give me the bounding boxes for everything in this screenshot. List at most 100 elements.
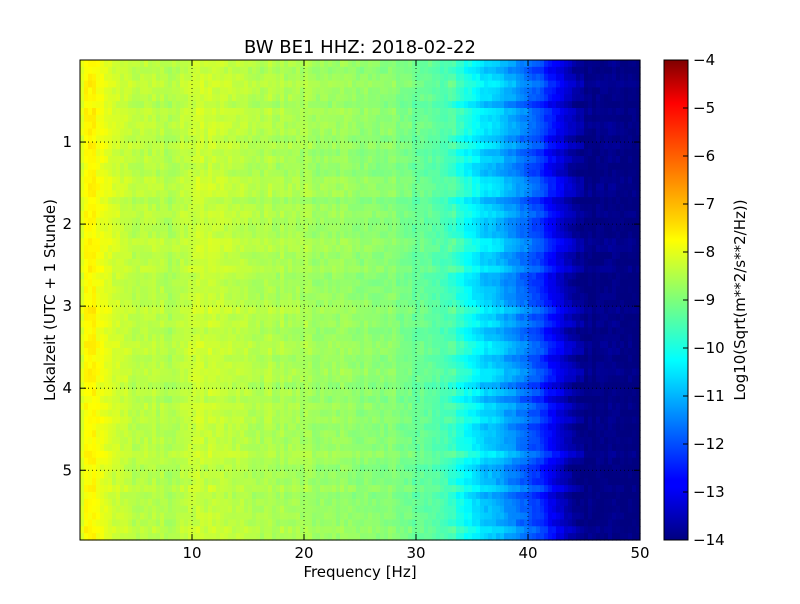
heatmap-cell [164, 354, 169, 363]
heatmap-cell [124, 190, 129, 198]
heatmap-cell [120, 437, 125, 445]
heatmap-cell [148, 313, 153, 322]
heatmap-cell [320, 94, 325, 102]
heatmap-cell [100, 416, 105, 425]
heatmap-cell [284, 272, 289, 281]
heatmap-cell [192, 389, 197, 397]
heatmap-cell [216, 217, 221, 226]
heatmap-cell [168, 87, 173, 95]
heatmap-cell [272, 492, 277, 500]
heatmap-cell [344, 231, 349, 239]
heatmap-cell [140, 258, 145, 267]
heatmap-cell [192, 437, 197, 445]
heatmap-cell [320, 382, 325, 390]
heatmap-cell [348, 149, 353, 157]
heatmap-cell [160, 389, 165, 397]
heatmap-cell [316, 183, 321, 191]
heatmap-cell [216, 162, 221, 171]
heatmap-cell [340, 149, 345, 157]
heatmap-cell [272, 279, 277, 287]
heatmap-cell [320, 286, 325, 294]
heatmap-cell [144, 128, 149, 137]
heatmap-cell [108, 66, 113, 75]
heatmap-cell [316, 156, 321, 164]
heatmap-cell [320, 128, 325, 137]
heatmap-cell [328, 245, 333, 253]
heatmap-cell [152, 300, 157, 308]
heatmap-cell [116, 300, 121, 308]
heatmap-cell [188, 492, 193, 500]
heatmap-cell [208, 217, 213, 226]
heatmap-cell [272, 533, 277, 541]
heatmap-cell [284, 231, 289, 239]
heatmap-cell [272, 80, 277, 89]
heatmap-cell [160, 286, 165, 294]
heatmap-cell [248, 457, 253, 466]
heatmap-cell [236, 368, 241, 377]
heatmap-cell [316, 114, 321, 123]
heatmap-cell [348, 313, 353, 322]
heatmap-cell [356, 87, 361, 95]
heatmap-cell [184, 437, 189, 445]
heatmap-cell [300, 60, 305, 68]
heatmap-cell [296, 471, 301, 479]
heatmap-cell [224, 430, 229, 438]
heatmap-cell [140, 341, 145, 349]
heatmap-cell [208, 272, 213, 281]
heatmap-cell [132, 402, 137, 411]
heatmap-cell [120, 156, 125, 164]
heatmap-cell [212, 334, 217, 342]
heatmap-cell [132, 389, 137, 397]
heatmap-cell [276, 114, 281, 123]
heatmap-cell [92, 279, 97, 287]
heatmap-cell [100, 485, 105, 493]
heatmap-cell [156, 258, 161, 267]
heatmap-cell [316, 128, 321, 137]
heatmap-cell [344, 80, 349, 89]
heatmap-cell [256, 108, 261, 116]
heatmap-cell [292, 334, 297, 342]
heatmap-cell [252, 498, 257, 507]
heatmap-cell [292, 197, 297, 205]
heatmap-cell [268, 409, 273, 418]
heatmap-cell [112, 176, 117, 185]
heatmap-cell [300, 245, 305, 253]
heatmap-cell [148, 498, 153, 507]
heatmap-cell [320, 197, 325, 205]
heatmap-cell [196, 368, 201, 377]
heatmap-cell [224, 341, 229, 349]
heatmap-cell [208, 402, 213, 411]
heatmap-cell [84, 334, 89, 342]
heatmap-cell [264, 142, 269, 150]
heatmap-cell [224, 265, 229, 274]
heatmap-cell [176, 389, 181, 397]
heatmap-cell [276, 423, 281, 431]
heatmap-cell [152, 183, 157, 191]
heatmap-cell [124, 519, 129, 527]
heatmap-cell [280, 258, 285, 267]
heatmap-cell [316, 101, 321, 109]
heatmap-cell [196, 464, 201, 473]
heatmap-cell [364, 190, 369, 198]
heatmap-cell [208, 327, 213, 335]
heatmap-cell [188, 162, 193, 171]
heatmap-cell [260, 334, 265, 342]
heatmap-cell [124, 361, 129, 370]
heatmap-cell [136, 375, 141, 383]
heatmap-cell [224, 375, 229, 383]
heatmap-cell [252, 327, 257, 335]
heatmap-cell [252, 135, 257, 143]
heatmap-cell [220, 444, 225, 452]
heatmap-cell [316, 279, 321, 287]
heatmap-cell [180, 341, 185, 349]
heatmap-cell [196, 423, 201, 431]
heatmap-cell [204, 293, 209, 301]
heatmap-cell [272, 162, 277, 171]
heatmap-cell [120, 505, 125, 514]
heatmap-cell [360, 402, 365, 411]
heatmap-cell [136, 368, 141, 377]
heatmap-cell [324, 320, 329, 329]
heatmap-cell [284, 258, 289, 267]
heatmap-cell [116, 94, 121, 102]
heatmap-cell [300, 176, 305, 185]
